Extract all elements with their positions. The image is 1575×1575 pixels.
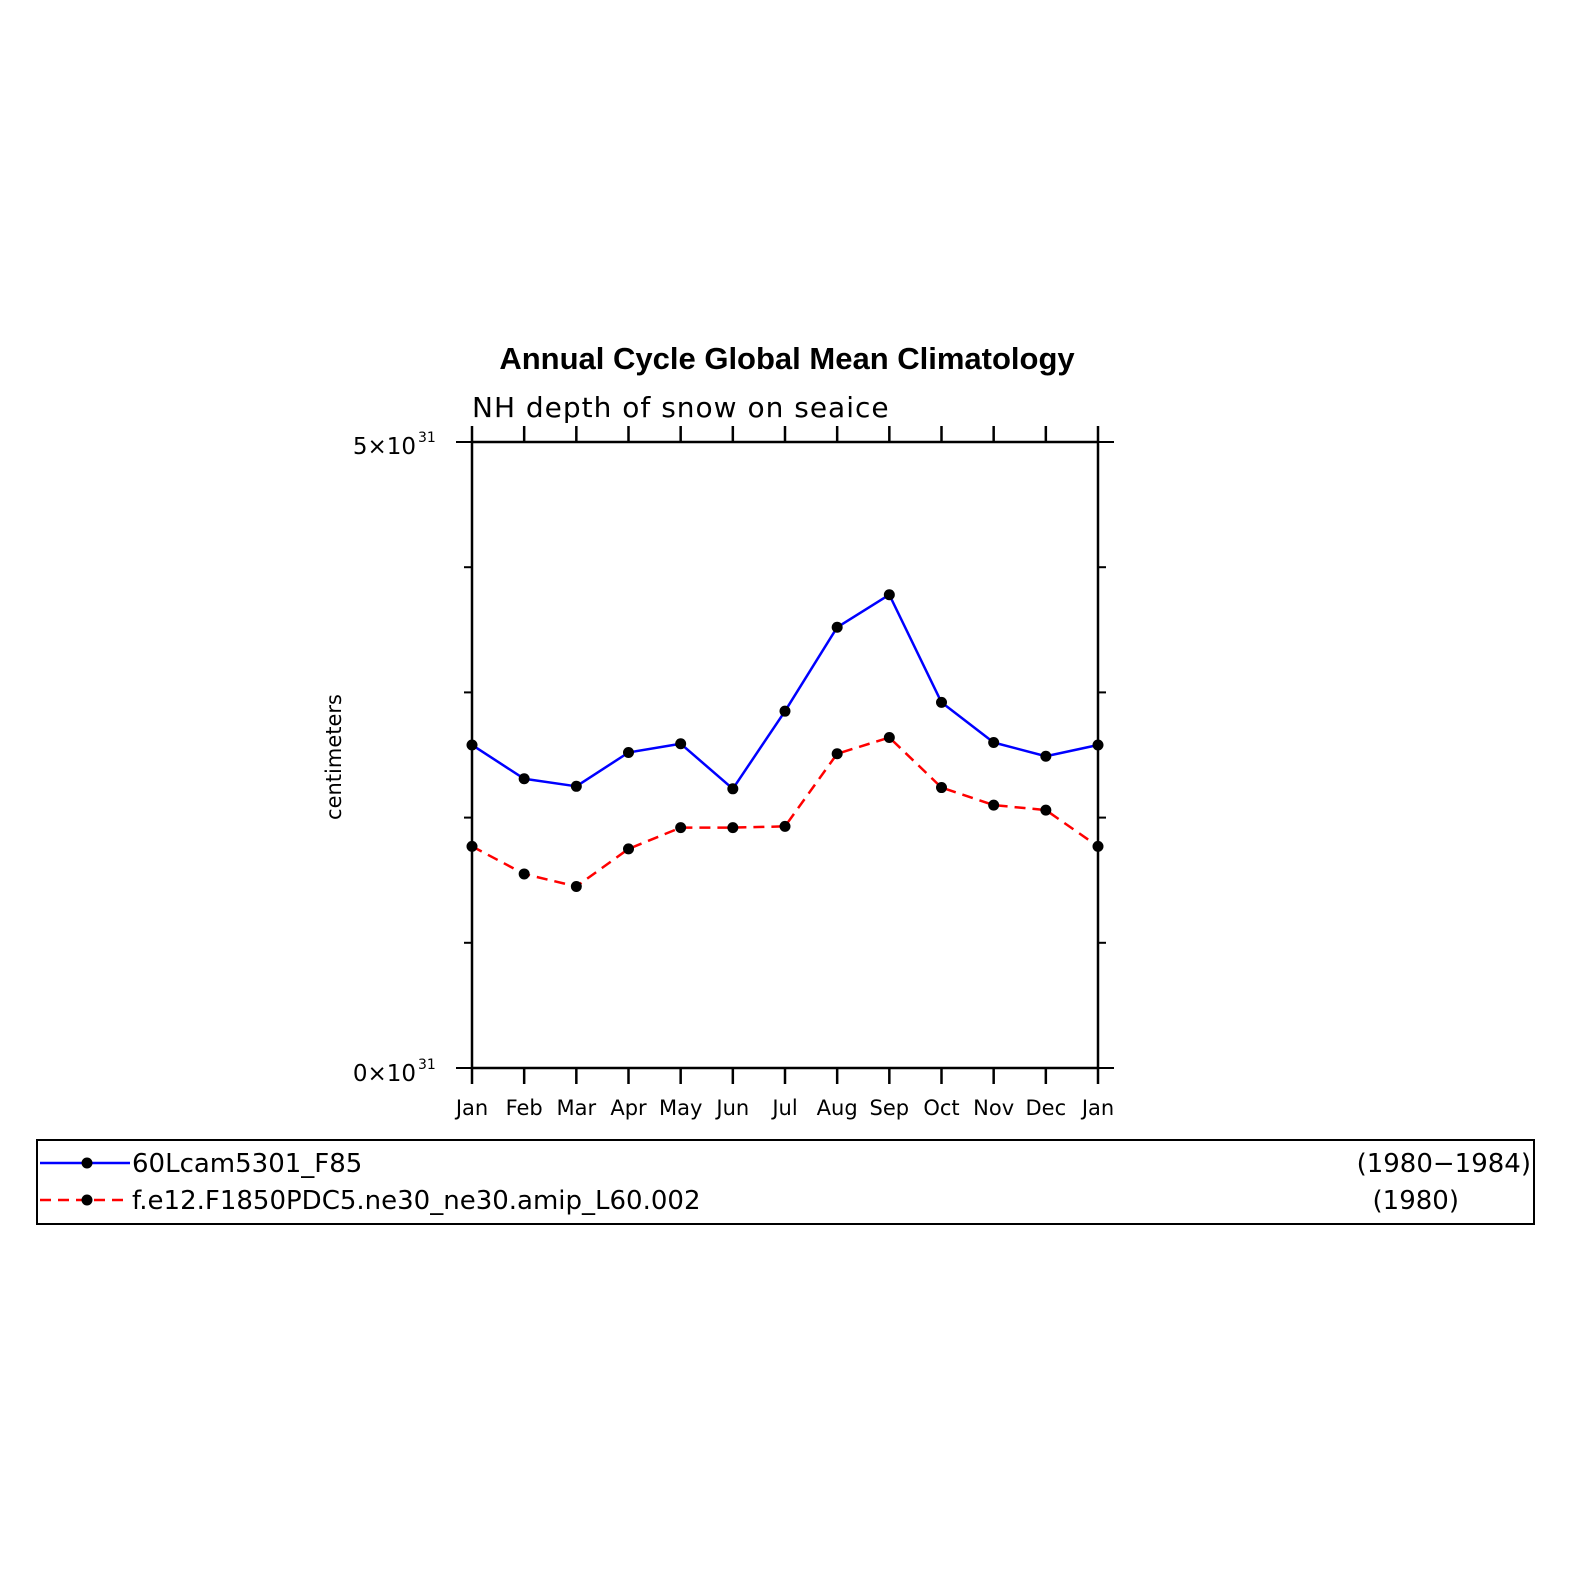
series-2-point (1040, 804, 1052, 816)
series-2-point (936, 782, 947, 794)
series-1-point (518, 773, 530, 785)
series-2-point (883, 731, 895, 743)
legend-marker-1 (81, 1157, 93, 1169)
series-1-point (623, 746, 634, 758)
series-2-point (466, 840, 478, 852)
series-2-point (570, 880, 582, 892)
chart-title: Annual Cycle Global Mean Climatology (499, 341, 1075, 376)
series-1-point (883, 589, 895, 601)
x-tick-label: Jan (454, 1096, 488, 1120)
y-tick-label-top-exponent: 31 (418, 430, 436, 446)
series-2-point (831, 748, 843, 760)
legend-period-2: (1980) (1373, 1186, 1459, 1216)
series-line-2 (471, 736, 1099, 888)
x-tick-label: Apr (610, 1096, 647, 1120)
series-1-point (988, 736, 1000, 748)
series-1-point (779, 705, 791, 717)
legend-marker-2 (81, 1194, 93, 1206)
x-tick-label: Aug (817, 1096, 858, 1120)
x-tick-label: May (659, 1096, 702, 1120)
chart-subtitle: NH depth of snow on seaice (472, 391, 890, 424)
series-1-point (570, 780, 582, 792)
series-1-point (1040, 750, 1052, 762)
x-tick-label: Dec (1026, 1096, 1067, 1120)
series-2-point (675, 822, 687, 834)
y-tick-label-bottom-exponent: 31 (418, 1057, 436, 1073)
x-tick-label: Oct (923, 1096, 959, 1120)
x-tick-label: Jun (714, 1096, 749, 1120)
series-line-1 (471, 593, 1099, 791)
plot-frame (470, 440, 1100, 1070)
y-tick-label-bottom: 0×10 (353, 1061, 416, 1087)
series-2-point (518, 868, 530, 880)
legend: 60Lcam5301_F85 (1980−1984) f.e12.F1850PD… (40, 1149, 1531, 1216)
series-2-point (727, 822, 739, 834)
x-tick-label: Feb (506, 1096, 543, 1120)
series-2-point (988, 799, 1000, 811)
legend-label-1: 60Lcam5301_F85 (132, 1149, 362, 1179)
x-tick-label: Mar (557, 1096, 597, 1120)
series-1-point (1092, 739, 1104, 751)
legend-period-1: (1980−1984) (1357, 1149, 1531, 1179)
x-tick-label: Sep (870, 1096, 910, 1120)
x-tick-label: Jul (770, 1096, 797, 1120)
x-tick-label: Jan (1080, 1096, 1114, 1120)
series-2-point (779, 820, 791, 832)
series-2-point (623, 843, 634, 855)
series-1-point (727, 783, 739, 795)
legend-box (36, 1139, 1535, 1225)
series-1-point (466, 739, 478, 751)
series-1-point (936, 696, 947, 708)
y-axis-title: centimeters (322, 694, 346, 820)
y-tick-label-top: 5×10 (353, 434, 416, 460)
series-1-point (831, 621, 843, 633)
series-1-point (675, 738, 687, 750)
series-2-point (1092, 840, 1104, 852)
plot-area (466, 589, 1104, 892)
legend-label-2: f.e12.F1850PDC5.ne30_ne30.amip_L60.002 (132, 1186, 700, 1216)
axes: Jan Feb Mar Apr May Jun Jul Aug Sep Oct Nov Dec Jan (454, 426, 1114, 1120)
x-tick-label: Nov (973, 1096, 1014, 1120)
